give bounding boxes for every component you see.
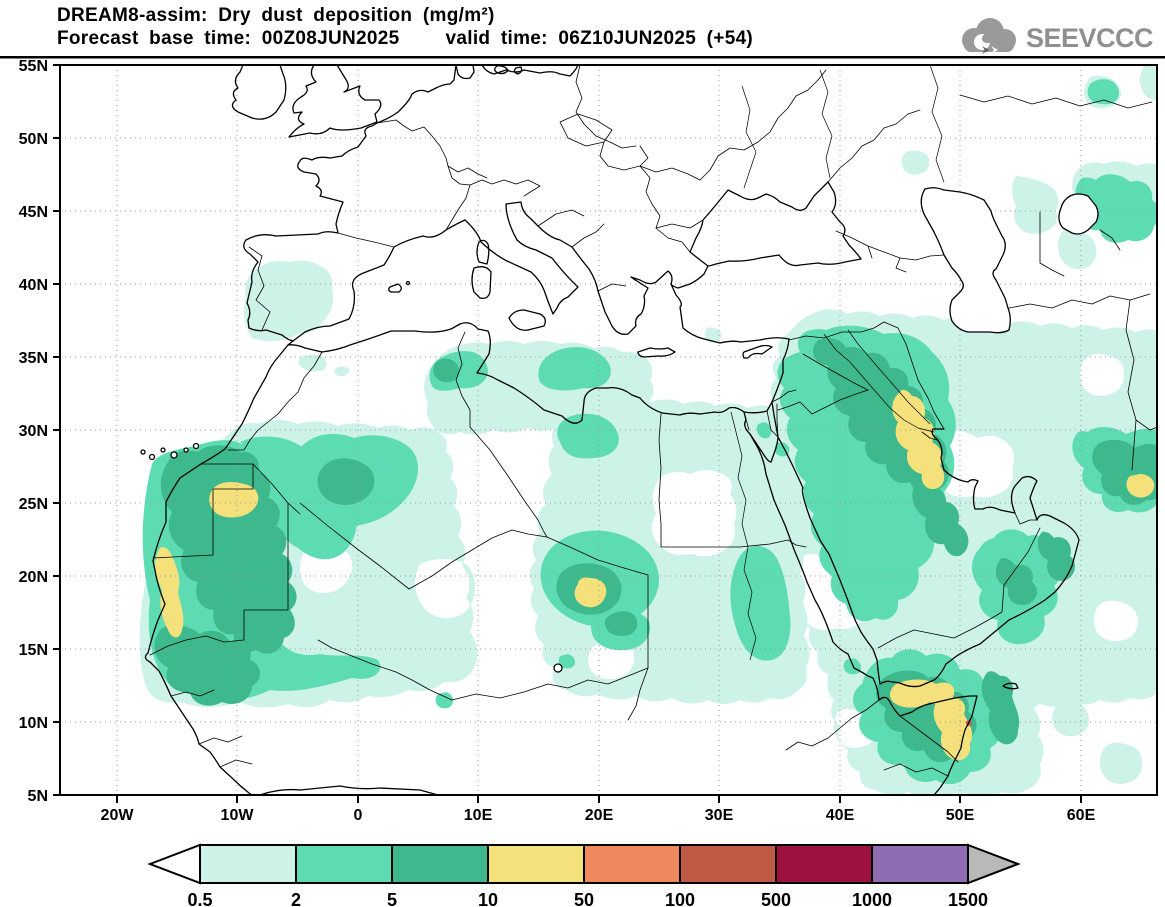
lat-tick-label: 40N xyxy=(19,277,48,294)
graticule xyxy=(60,65,1157,795)
country-borders xyxy=(149,65,1157,777)
colorbar-segment xyxy=(487,844,585,884)
map-subtitle: Forecast base time: 00Z08JUN2025 valid ti… xyxy=(57,28,753,50)
lon-tick-label: 10E xyxy=(464,807,493,824)
map-title: DREAM8-assim: Dry dust deposition (mg/m²… xyxy=(57,5,495,26)
title-underline xyxy=(0,56,1165,59)
logo-text: SEEVCCC xyxy=(1025,22,1154,53)
lat-tick-label: 25N xyxy=(19,496,48,513)
lat-tick-label: 45N xyxy=(19,204,48,221)
valid-time: valid time: 06Z10JUN2025 (+54) xyxy=(445,28,754,49)
colorbar-label: 0.5 xyxy=(187,890,212,907)
colorbar-label: 1000 xyxy=(852,890,892,907)
lat-tick-label: 5N xyxy=(28,788,48,805)
colorbar: 0.5 2 5 10 50 100 500 1000 1500 xyxy=(147,843,1021,907)
lat-tick-label: 35N xyxy=(19,350,48,367)
colorbar-label: 100 xyxy=(665,890,695,907)
colorbar-segment xyxy=(295,844,393,884)
lat-tick-label: 50N xyxy=(19,131,48,148)
lat-axis: 55N 50N 45N 40N 35N 30N 25N 20N 15N 10N … xyxy=(19,58,48,805)
rivers xyxy=(730,65,945,661)
lat-tick-label: 15N xyxy=(19,642,48,659)
forecast-base-time: Forecast base time: 00Z08JUN2025 xyxy=(57,28,400,49)
cloud-arrow-icon xyxy=(961,18,1016,54)
lon-tick-label: 10W xyxy=(221,807,255,824)
lon-tick-label: 60E xyxy=(1067,807,1096,824)
colorbar-under-arrow xyxy=(147,843,201,885)
colorbar-segment xyxy=(391,844,489,884)
colorbar-segment xyxy=(583,844,681,884)
lat-tick-label: 10N xyxy=(19,715,48,732)
lon-tick-label: 0 xyxy=(354,807,363,824)
colorbar-segment xyxy=(199,844,297,884)
seevccc-logo: SEEVCCC xyxy=(952,16,1154,60)
colorbar-label: 10 xyxy=(478,890,498,907)
colorbar-segment xyxy=(679,844,777,884)
lon-tick-label: 20W xyxy=(101,807,135,824)
lat-tick-label: 30N xyxy=(19,423,48,440)
colorbar-segment xyxy=(871,844,969,884)
colorbar-over-arrow xyxy=(967,843,1021,885)
colorbar-label: 2 xyxy=(291,890,301,907)
lon-tick-label: 50E xyxy=(946,807,975,824)
lat-tick-label: 55N xyxy=(19,58,48,75)
colorbar-label: 5 xyxy=(387,890,397,907)
lon-axis: 20W 10W 0 10E 20E 30E 40E 50E 60E xyxy=(101,807,1096,824)
lat-tick-label: 20N xyxy=(19,569,48,586)
colorbar-label: 1500 xyxy=(948,890,988,907)
axis-ticks xyxy=(53,64,1082,803)
colorbar-label: 50 xyxy=(574,890,594,907)
lon-tick-label: 40E xyxy=(826,807,855,824)
lon-tick-label: 20E xyxy=(585,807,614,824)
contour-level-10 xyxy=(155,389,1155,761)
lon-tick-label: 30E xyxy=(705,807,734,824)
colorbar-label: 500 xyxy=(761,890,791,907)
colorbar-segment xyxy=(775,844,873,884)
coastlines xyxy=(140,65,1099,795)
